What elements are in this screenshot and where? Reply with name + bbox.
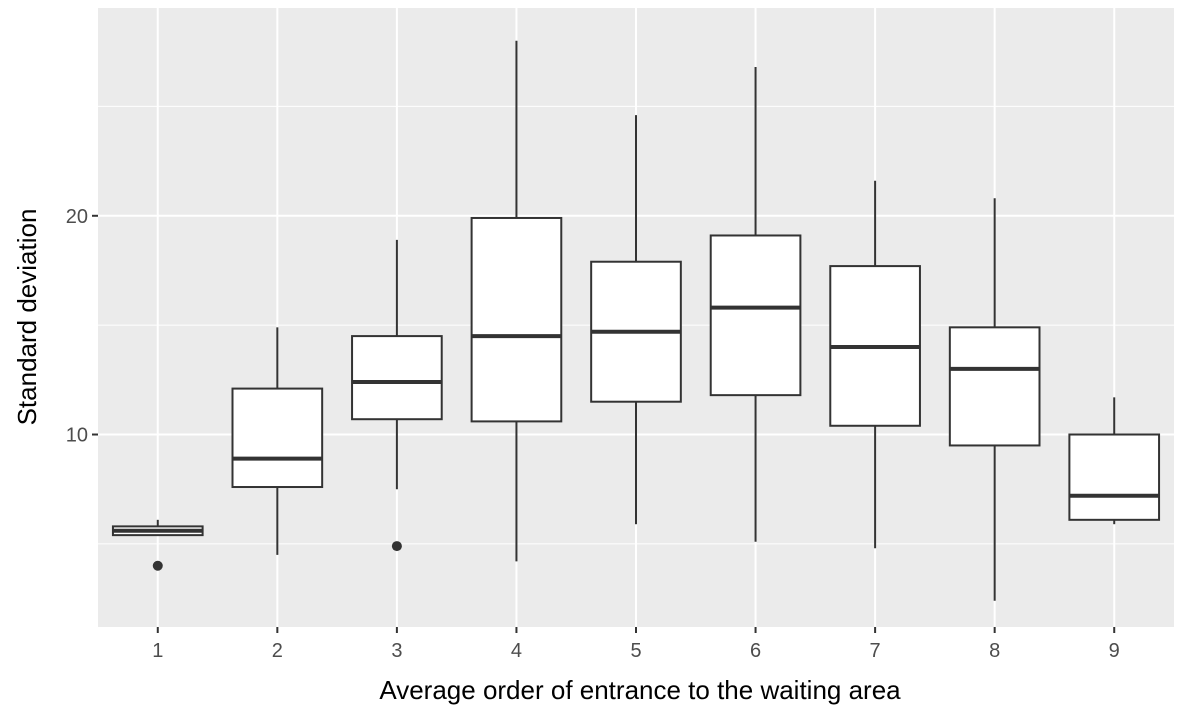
x-tick-label: 8: [989, 640, 1000, 662]
y-tick-label: 20: [66, 206, 88, 228]
iqr-box: [948, 326, 1041, 447]
iqr-box: [709, 234, 802, 397]
iqr-box: [231, 387, 324, 489]
boxes-layer: [111, 40, 1161, 601]
box-group-7: [829, 180, 921, 549]
box-group-4: [470, 40, 563, 562]
box-group-5: [590, 115, 682, 525]
iqr-box: [351, 335, 443, 421]
x-tick-label: 3: [391, 640, 402, 662]
box-group-9: [1068, 397, 1161, 525]
box-group-2: [231, 327, 324, 555]
iqr-box: [470, 216, 563, 423]
y-tick-label: 10: [66, 425, 88, 447]
x-tick-label: 2: [272, 640, 283, 662]
box-group-8: [948, 198, 1041, 601]
x-tick-label: 7: [870, 640, 881, 662]
box-group-1: [111, 519, 204, 571]
outlier-point: [391, 541, 402, 552]
x-tick-label: 9: [1109, 640, 1120, 662]
box-group-6: [709, 67, 802, 542]
iqr-box: [1068, 433, 1161, 521]
y-axis-title: Standard deviation: [12, 209, 42, 426]
axes-layer: 10 20 1 2 3 4 5 6 7 8 9: [66, 206, 1120, 662]
x-tick-label: 5: [630, 640, 641, 662]
x-tick-label: 1: [152, 640, 163, 662]
x-tick-label: 6: [750, 640, 761, 662]
outlier-point: [152, 560, 163, 571]
x-axis-title: Average order of entrance to the waiting…: [379, 675, 901, 705]
x-tick-label: 4: [511, 640, 522, 662]
box-group-3: [351, 239, 443, 552]
